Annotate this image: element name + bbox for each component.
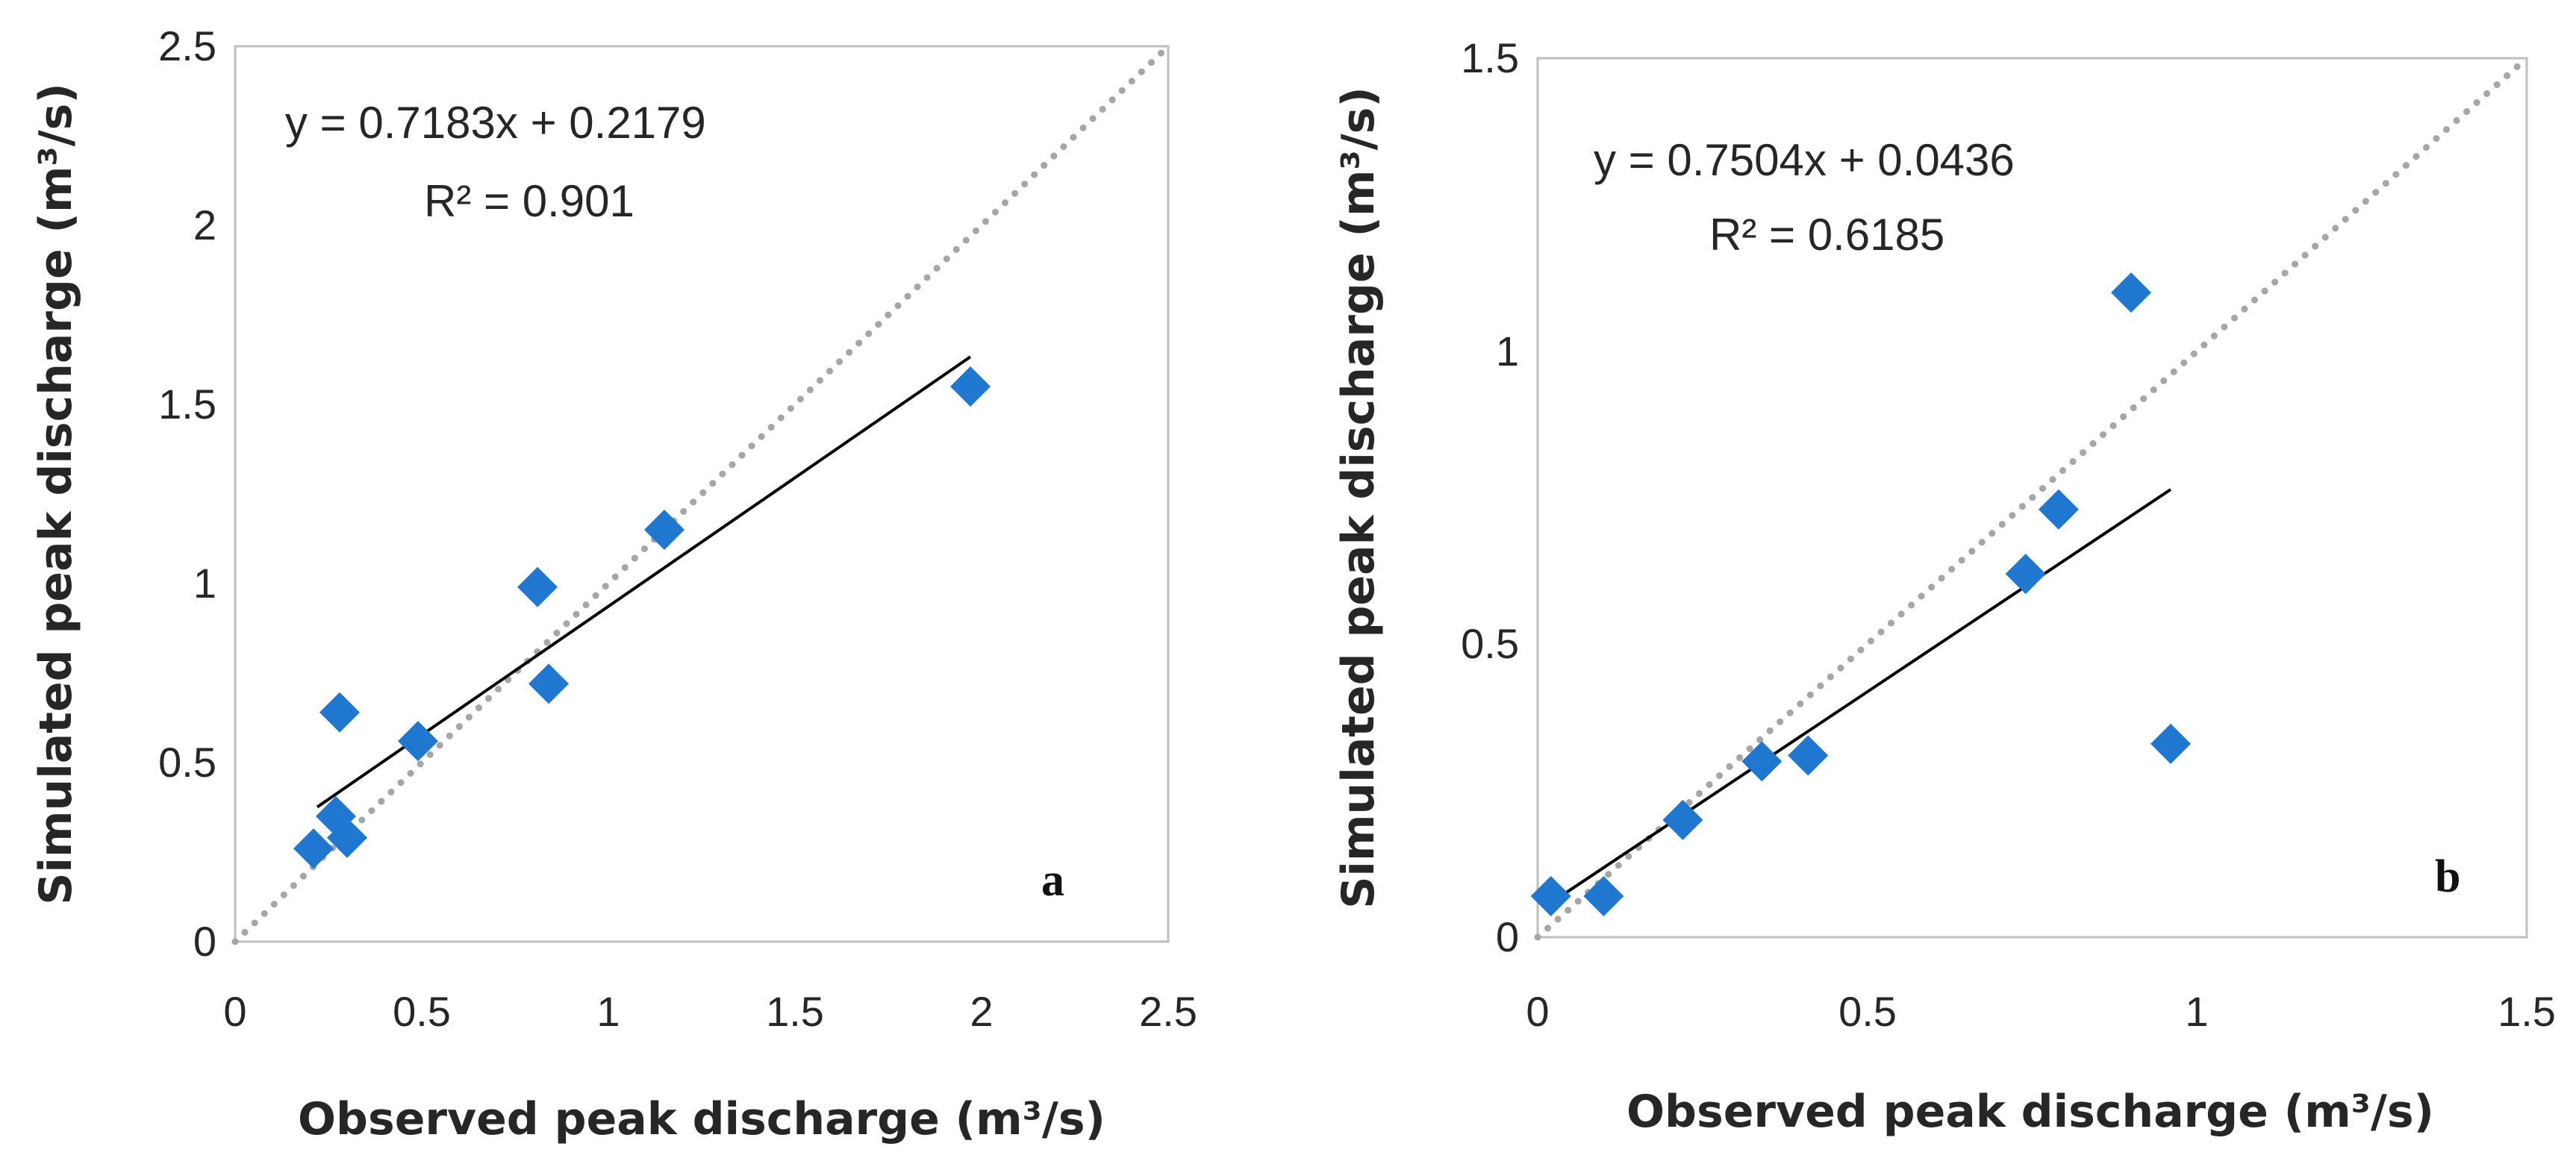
x-tick-label: 1.5: [2498, 988, 2556, 1035]
y-tick-label: 2: [193, 201, 216, 248]
data-point-marker: [293, 828, 334, 869]
y-tick-label: 0.5: [1461, 620, 1519, 667]
y-axis-title-a: Simulated peak discharge (m³/s): [30, 83, 82, 905]
x-tick-label: 0.5: [393, 988, 451, 1035]
data-point-marker: [1788, 735, 1829, 776]
regression-equation-b: y = 0.7504x + 0.0436: [1594, 135, 2015, 185]
points-b: [1530, 272, 2191, 917]
data-point-marker: [644, 510, 684, 550]
tick-labels-a: 0 0.5 1 1.5 2 2.5 0 0.5 1 1.5 2 2.5: [158, 22, 1197, 1035]
y-tick-label: 1.5: [1461, 34, 1519, 81]
x-axis-title-b: Observed peak discharge (m³/s): [1627, 1086, 2434, 1138]
panel-label-a: a: [1041, 855, 1064, 906]
y-axis-title-b: Simulated peak discharge (m³/s): [1332, 87, 1385, 909]
y-tick-label: 1: [193, 560, 216, 607]
panel-label-b: b: [2435, 851, 2460, 902]
panel-a-chart: 0 0.5 1 1.5 2 2.5 0 0.5 1 1.5 2 2.5 y = …: [30, 22, 1197, 1145]
data-point-marker: [319, 692, 360, 733]
data-point-marker: [1530, 876, 1571, 917]
data-point-marker: [1741, 741, 1783, 782]
x-tick-label: 0: [223, 988, 246, 1035]
y-tick-label: 2.5: [158, 22, 216, 69]
y-tick-label: 1.5: [158, 381, 216, 428]
panel-b-chart: 0 0.5 1 1.5 0 0.5 1 1.5 y = 0.7504x + 0.…: [1332, 34, 2556, 1138]
x-tick-label: 0: [1526, 988, 1549, 1035]
data-point-marker: [1662, 799, 1703, 840]
regression-equation-a: y = 0.7183x + 0.2179: [285, 98, 706, 148]
r-squared-b: R² = 0.6185: [1709, 210, 1945, 260]
data-point-marker: [398, 721, 438, 762]
data-point-marker: [327, 817, 367, 858]
y-tick-label: 0: [193, 918, 216, 965]
data-point-marker: [1583, 876, 1624, 917]
data-point-marker: [2151, 723, 2191, 764]
identity-line: [231, 43, 1172, 945]
data-point-marker: [528, 663, 569, 704]
x-tick-label: 2.5: [1139, 988, 1197, 1035]
data-point-marker: [2038, 489, 2079, 530]
tick-labels-b: 0 0.5 1 1.5 0 0.5 1 1.5: [1461, 34, 2556, 1035]
data-point-marker: [2005, 554, 2046, 595]
data-point-marker: [950, 366, 991, 407]
data-point-marker: [517, 566, 558, 607]
data-point-marker: [2111, 272, 2151, 313]
trend-line-b: [1550, 488, 2172, 904]
r-squared-a: R² = 0.901: [424, 176, 634, 226]
identity-line-b: [1534, 54, 2530, 941]
x-tick-label: 2: [970, 988, 993, 1035]
identity-line-a: [231, 43, 1172, 945]
x-axis-title-a: Observed peak discharge (m³/s): [298, 1093, 1105, 1145]
points-a: [293, 366, 991, 869]
y-tick-label: 1: [1496, 328, 1519, 375]
x-tick-label: 0.5: [1839, 988, 1897, 1035]
x-tick-label: 1: [2185, 988, 2208, 1035]
y-tick-label: 0: [1496, 913, 1519, 960]
y-tick-label: 0.5: [158, 739, 216, 786]
trend-line: [1550, 488, 2172, 904]
x-tick-label: 1: [596, 988, 620, 1035]
identity-line: [1534, 54, 2530, 941]
x-tick-label: 1.5: [766, 988, 824, 1035]
